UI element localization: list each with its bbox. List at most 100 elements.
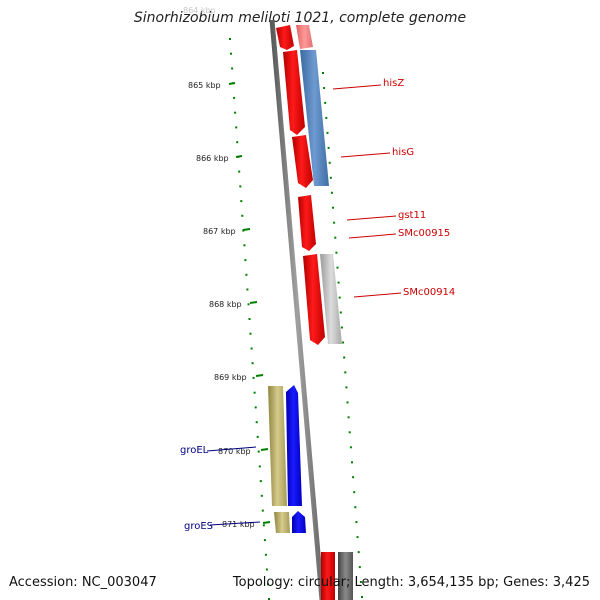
gene-label-groEL[interactable]: groEL — [180, 445, 209, 456]
tick-dot — [235, 126, 238, 129]
tick-dot — [337, 281, 340, 284]
tick-dot — [243, 244, 246, 247]
tick-dot — [230, 52, 232, 55]
tick-dot — [233, 96, 236, 99]
tick-dot — [236, 141, 239, 144]
tick-dot — [340, 326, 343, 329]
tick-dot — [239, 185, 242, 188]
tick-dot — [240, 200, 243, 203]
tick-dot — [229, 38, 231, 40]
tick-dot — [257, 450, 260, 453]
gene-label-hisZ[interactable]: hisZ — [383, 78, 404, 89]
tick-dot — [259, 480, 262, 483]
tick-dot — [348, 431, 351, 434]
tick-dot — [323, 87, 326, 89]
tick-dot — [322, 72, 324, 74]
tick-label: 865 kbp — [188, 81, 221, 90]
tick-dot — [356, 536, 359, 539]
cog-bar[interactable] — [296, 25, 313, 49]
tick-dot — [345, 386, 348, 389]
tick-867: 867 kbp — [203, 227, 251, 236]
tick-dot — [335, 251, 338, 254]
gene-arrow[interactable] — [276, 25, 294, 50]
tick-dot — [231, 67, 234, 70]
genome-backbone — [269, 19, 325, 600]
cog-track — [296, 25, 353, 600]
gene-arrow[interactable] — [283, 50, 305, 135]
scale-ticks: 865 kbp 866 kbp 867 kbp 868 kbp 869 kbp … — [188, 81, 271, 529]
tick-dot — [267, 583, 269, 586]
tick-866: 866 kbp — [196, 154, 243, 163]
tick-dot — [268, 598, 270, 600]
map-title: Sinorhizobium meliloti 1021, complete ge… — [133, 10, 467, 26]
gene-label-hisG[interactable]: hisG — [392, 147, 414, 158]
cog-bar[interactable] — [320, 254, 342, 344]
tick-dot — [326, 131, 329, 134]
tick-dot — [352, 476, 355, 479]
label-leaders — [206, 84, 402, 526]
tick-dot — [328, 161, 331, 164]
gene-label-SMc00914[interactable]: SMc00914 — [403, 287, 455, 298]
genome-summary: Topology: circular; Length: 3,654,135 bp… — [232, 575, 590, 590]
gene-arrow-groES[interactable] — [292, 511, 306, 533]
gene-arrow[interactable] — [303, 254, 325, 345]
cog-bar-groEL[interactable] — [268, 386, 287, 506]
tick-865: 865 kbp — [188, 81, 236, 90]
gene-label-gst11[interactable]: gst11 — [398, 210, 426, 221]
tick-dot — [353, 491, 356, 494]
tick-dot — [262, 524, 265, 527]
tick-dot — [241, 214, 244, 217]
tick-label: 869 kbp — [214, 373, 247, 382]
tick-dot — [334, 236, 337, 239]
tick-dot — [251, 362, 254, 365]
tick-label: 866 kbp — [196, 154, 229, 163]
tick-dot — [333, 221, 336, 224]
tick-dot — [351, 461, 353, 464]
tick-868: 868 kbp — [209, 300, 258, 309]
tick-dot — [248, 318, 251, 320]
tick-dot — [260, 494, 263, 497]
tick-label: 871 kbp — [222, 520, 255, 529]
tick-dot — [359, 581, 362, 583]
gene-arrow[interactable] — [298, 195, 316, 251]
forward-strand-genes — [276, 25, 335, 600]
reverse-strand-genes — [268, 385, 306, 533]
tick-dot — [347, 416, 350, 419]
gene-block[interactable] — [321, 552, 335, 600]
tick-dot — [343, 356, 346, 359]
tick-dot — [342, 341, 345, 344]
tick-dot — [330, 191, 333, 194]
tick-dot — [256, 435, 259, 438]
tick-dot — [263, 539, 266, 542]
tick-dot — [357, 551, 360, 554]
gene-arrow[interactable] — [292, 135, 313, 188]
tick-dot — [245, 273, 248, 276]
tick-dot — [261, 509, 264, 512]
tick-dot — [327, 146, 330, 149]
accession-text: Accession: NC_003047 — [9, 575, 157, 590]
cog-bar-groES[interactable] — [274, 512, 290, 533]
tick-dot — [332, 206, 334, 209]
tick-870: 870 kbp — [218, 447, 269, 456]
tick-dot — [358, 566, 361, 569]
gene-label-groES[interactable]: groES — [184, 521, 213, 532]
tick-dot — [244, 259, 247, 262]
tick-dot — [344, 371, 347, 374]
tick-dot — [238, 170, 241, 173]
tick-dot — [234, 111, 237, 114]
tick-dot — [249, 332, 252, 335]
tick-dot — [255, 421, 258, 424]
tick-dot — [339, 311, 342, 314]
tick-dot — [252, 376, 255, 379]
gene-arrow-groEL[interactable] — [286, 385, 302, 506]
tick-869: 869 kbp — [214, 373, 264, 382]
gene-label-SMc00915[interactable]: SMc00915 — [398, 228, 450, 239]
tick-dot — [253, 391, 256, 394]
tick-label: 870 kbp — [218, 447, 251, 456]
cog-bar[interactable] — [300, 50, 329, 186]
tick-dot — [329, 176, 332, 179]
tick-dot — [258, 465, 261, 468]
tick-dot — [346, 401, 349, 404]
cog-bar[interactable] — [338, 552, 353, 600]
